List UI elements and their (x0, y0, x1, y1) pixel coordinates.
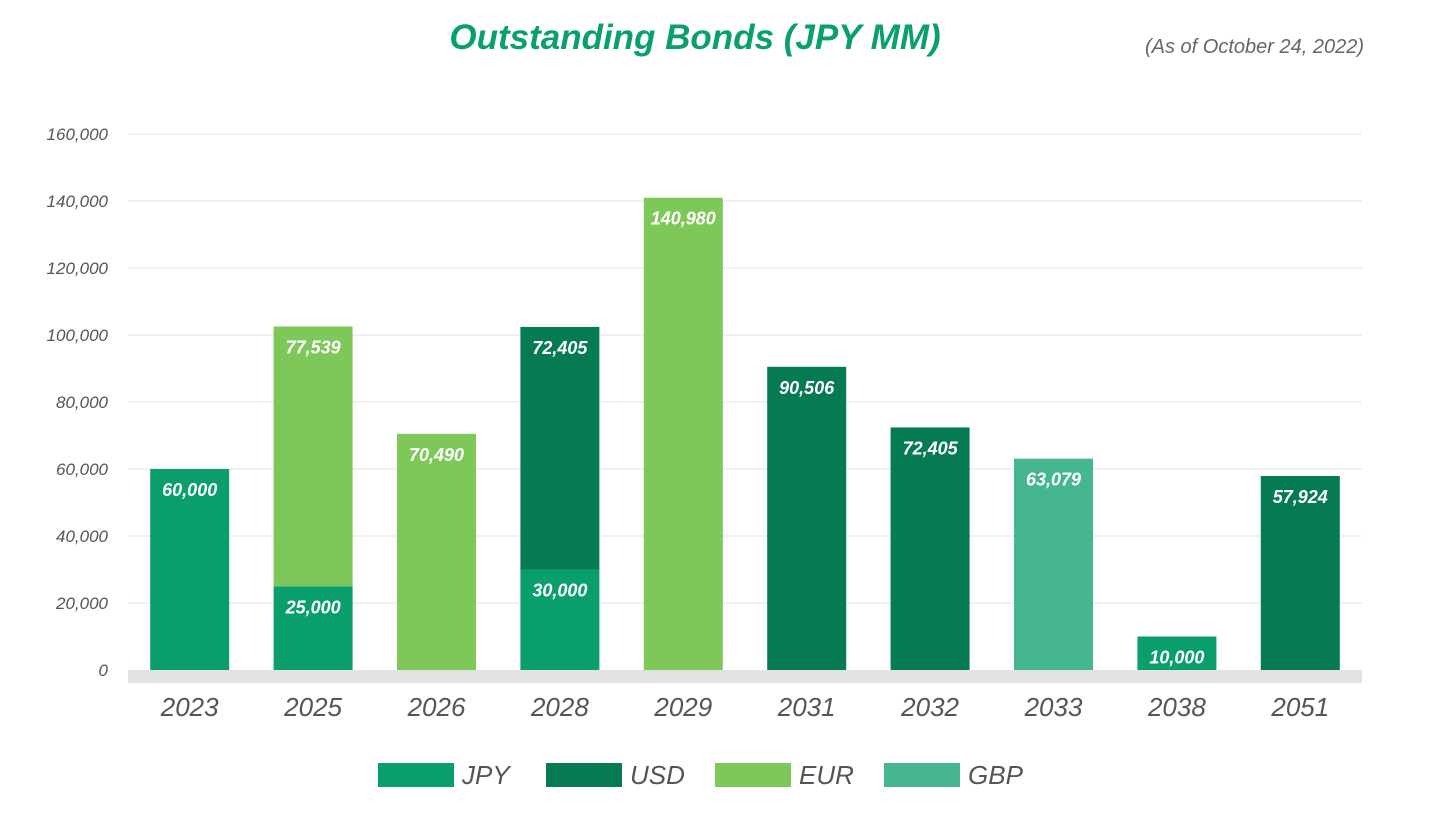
y-tick-label: 80,000 (56, 393, 109, 412)
y-tick-label: 60,000 (56, 460, 109, 479)
data-label: 72,405 (903, 438, 959, 458)
data-label: 10,000 (1149, 648, 1204, 668)
data-label: 25,000 (285, 597, 341, 617)
y-tick-label: 120,000 (47, 259, 109, 278)
bar-jpy (520, 569, 600, 670)
bar-usd (890, 427, 970, 670)
bar-gbp (1014, 458, 1093, 670)
x-tick-label: 2023 (160, 692, 219, 722)
legend-label-gbp: GBP (968, 760, 1024, 790)
bar-jpy (150, 469, 230, 670)
legend-swatch-gbp (884, 763, 960, 787)
x-tick-label: 2038 (1147, 692, 1206, 722)
y-tick-label: 100,000 (47, 326, 109, 345)
bar-usd (767, 366, 847, 670)
x-axis-baseline (128, 670, 1362, 683)
y-tick-label: 140,000 (47, 192, 109, 211)
legend-label-jpy: JPY (461, 760, 511, 790)
legend-label-eur: EUR (799, 760, 854, 790)
y-tick-label: 20,000 (55, 594, 109, 613)
data-label: 60,000 (162, 480, 217, 500)
x-tick-label: 2029 (653, 692, 712, 722)
legend-swatch-jpy (378, 763, 454, 787)
chart-title: Outstanding Bonds (JPY MM) (449, 18, 941, 57)
x-tick-label: 2051 (1270, 692, 1329, 722)
data-label: 77,539 (286, 337, 341, 357)
data-label: 90,506 (779, 378, 835, 398)
y-tick-label: 0 (99, 661, 109, 680)
data-label: 30,000 (532, 581, 587, 601)
x-tick-label: 2025 (283, 692, 342, 722)
bar-jpy (273, 586, 353, 670)
data-label: 57,924 (1273, 487, 1328, 507)
data-label: 63,079 (1026, 470, 1081, 490)
y-tick-label: 160,000 (47, 125, 109, 144)
x-tick-label: 2026 (407, 692, 466, 722)
legend-swatch-usd (546, 763, 622, 787)
x-tick-label: 2032 (900, 692, 959, 722)
legend-label-usd: USD (630, 760, 685, 790)
data-label: 70,490 (409, 445, 464, 465)
y-tick-label: 40,000 (56, 527, 109, 546)
chart-subtitle: (As of October 24, 2022) (1144, 36, 1364, 58)
x-tick-label: 2028 (530, 692, 589, 722)
legend-swatch-eur (715, 763, 791, 787)
bar-eur (643, 197, 723, 671)
x-tick-label: 2031 (777, 692, 836, 722)
bar-usd (1260, 475, 1340, 670)
x-tick-label: 2033 (1024, 692, 1083, 722)
data-label: 72,405 (532, 338, 588, 358)
bar-usd (520, 326, 600, 570)
bar-jpy (1137, 636, 1217, 670)
bar-eur (397, 433, 476, 670)
data-label: 140,980 (651, 209, 716, 229)
bar-eur (273, 326, 353, 587)
